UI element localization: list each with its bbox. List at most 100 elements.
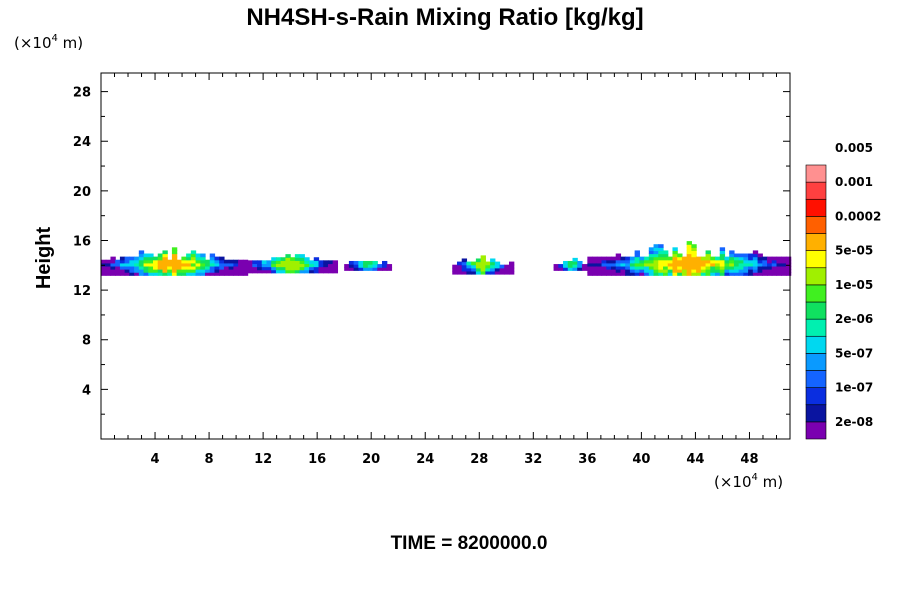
field-cell	[724, 259, 730, 264]
field-cell	[148, 259, 154, 264]
field-cell	[558, 264, 564, 268]
field-cell	[715, 272, 721, 276]
field-cell	[658, 262, 664, 267]
field-cell	[757, 265, 763, 270]
x-tick-label: 24	[416, 452, 434, 467]
field-cell	[471, 270, 477, 275]
field-cell	[309, 263, 315, 268]
field-cell	[767, 265, 773, 270]
field-cell	[577, 267, 583, 271]
field-cell	[677, 272, 683, 276]
field-cell	[228, 272, 234, 276]
field-cell	[318, 266, 324, 271]
field-cell	[167, 272, 173, 276]
field-cell	[672, 247, 678, 252]
field-cell	[309, 260, 315, 265]
field-cell	[327, 260, 334, 265]
colorbar: 2e-08 1e-07 5e-07 2e-06 1e-05 5e-05 0.0002 0.00…	[805, 141, 881, 440]
field-cell	[681, 269, 688, 273]
field-cell	[653, 250, 659, 255]
field-cell	[767, 262, 773, 267]
field-cell	[233, 272, 239, 276]
field-cell	[634, 253, 640, 258]
field-cell	[729, 250, 735, 255]
field-cell	[252, 266, 258, 271]
field-cell	[110, 272, 116, 276]
field-cell	[285, 263, 291, 268]
field-cell	[601, 272, 607, 276]
field-cell	[653, 269, 659, 273]
field-cell	[186, 269, 192, 273]
field-cell	[729, 256, 735, 261]
field-cell	[323, 263, 329, 268]
field-cell	[171, 256, 178, 261]
field-cell	[228, 259, 234, 264]
field-cell	[781, 256, 787, 261]
field-cell	[181, 269, 187, 273]
field-cell	[167, 262, 173, 267]
field-cell	[601, 259, 607, 264]
field-cell	[327, 263, 334, 268]
field-cell	[771, 269, 778, 273]
field-cell	[592, 269, 598, 273]
field-cell	[299, 263, 305, 268]
field-cell	[748, 265, 754, 270]
field-cell	[223, 262, 230, 267]
x-tick-label: 12	[254, 452, 272, 467]
field-cell	[710, 262, 716, 267]
field-cell	[219, 269, 225, 273]
field-cell	[238, 272, 244, 276]
field-cell	[200, 256, 206, 261]
field-cell	[285, 260, 291, 265]
field-cell	[672, 259, 678, 264]
field-cell	[504, 264, 510, 269]
field-cell	[323, 266, 329, 271]
field-cell	[558, 267, 564, 271]
field-cell	[101, 262, 107, 267]
field-cell	[563, 260, 569, 265]
field-cell	[738, 265, 744, 270]
field-cell	[205, 259, 211, 264]
field-cell	[563, 267, 569, 271]
field-cell	[138, 272, 145, 276]
colorbar-swatch	[805, 267, 827, 286]
field-cell	[508, 261, 515, 266]
field-cell	[299, 260, 305, 265]
field-cell	[738, 269, 744, 273]
field-cell	[710, 259, 716, 264]
field-cell	[733, 256, 740, 261]
field-cell	[738, 262, 744, 267]
field-cell	[752, 253, 759, 258]
field-cell	[700, 259, 707, 264]
field-cell	[724, 256, 730, 261]
field-cell	[148, 253, 154, 258]
field-cell	[181, 256, 187, 261]
field-cell	[138, 250, 145, 255]
field-cell	[363, 264, 369, 268]
field-cell	[648, 269, 655, 273]
field-cell	[129, 256, 135, 261]
field-cell	[162, 269, 168, 273]
field-cell	[767, 259, 773, 264]
field-cell	[700, 262, 707, 267]
field-cell	[696, 265, 702, 270]
field-cell	[620, 269, 626, 273]
field-cell	[724, 262, 730, 267]
field-cell	[696, 259, 702, 264]
field-cell	[162, 250, 168, 255]
field-cell	[195, 269, 201, 273]
field-cell	[620, 265, 626, 270]
field-cell	[228, 262, 234, 267]
x-tick-label: 16	[308, 452, 326, 467]
colorbar-swatch	[805, 353, 827, 371]
x-unit-label: (×104 m)	[714, 472, 783, 491]
field-cell	[696, 256, 702, 261]
field-cell	[157, 265, 164, 270]
field-cell	[271, 260, 277, 265]
field-cell	[452, 264, 458, 269]
field-cell	[162, 262, 168, 267]
field-cell	[681, 265, 688, 270]
field-cell	[743, 259, 749, 264]
field-cell	[223, 265, 230, 270]
field-cell	[762, 265, 768, 270]
